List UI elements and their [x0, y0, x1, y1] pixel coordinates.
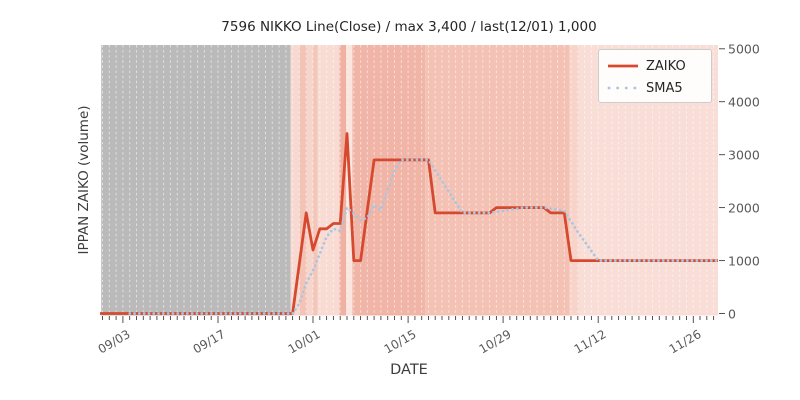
plot-background-band — [425, 45, 570, 316]
x-axis-title: DATE — [390, 362, 428, 378]
plot-background-band — [306, 45, 313, 316]
plot-background-band — [352, 45, 426, 316]
sma5-line — [128, 158, 718, 315]
zaiko-line-swatch-icon — [608, 64, 638, 68]
legend: ZAIKO SMA5 — [598, 49, 712, 103]
legend-label-sma5: SMA5 — [646, 80, 683, 96]
y-tick-label: 5000 — [728, 41, 760, 57]
plot-background-band — [317, 45, 340, 316]
y-tick-label: 1000 — [728, 253, 760, 269]
y-tick-label: 3000 — [728, 147, 760, 163]
y-tick-label: 0 — [728, 306, 736, 321]
legend-entry-zaiko: ZAIKO — [607, 55, 711, 77]
y-tick-label: 4000 — [728, 94, 760, 110]
chart-title: 7596 NIKKO Line(Close) / max 3,400 / las… — [221, 19, 597, 35]
plot-clip-group — [100, 45, 718, 316]
plot-background-band — [569, 45, 579, 316]
legend-label-zaiko: ZAIKO — [646, 58, 686, 74]
y-tick-label: 2000 — [728, 200, 760, 216]
y-axis-title: IPPAN ZAIKO (volume) — [76, 105, 92, 255]
plot-background-band — [313, 45, 318, 316]
legend-entry-sma5: SMA5 — [607, 77, 711, 99]
plot-background-band — [299, 45, 307, 316]
sma5-dotted-swatch-icon — [607, 86, 639, 90]
plot-background-band — [290, 45, 300, 316]
